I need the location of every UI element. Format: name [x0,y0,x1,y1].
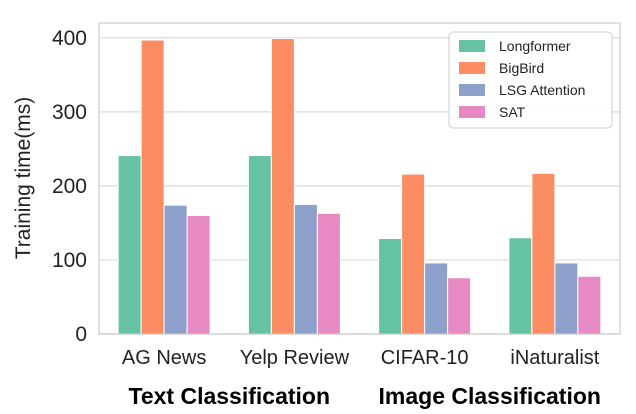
bar-lsg-attention-cifar-10 [424,262,449,335]
plot-frame [98,22,621,335]
bar-lsg-attention-inaturalist [554,262,579,335]
x-tick-label: Yelp Review [240,347,350,369]
bar-longformer-yelp-review [247,155,272,335]
y-tick-label: 400 [52,27,87,50]
y-tick-label: 300 [52,101,87,124]
bar-sat-cifar-10 [447,277,472,335]
x-tick-labels: AG News Yelp Review CIFAR-10 iNaturalist [122,347,600,369]
legend-label: Longformer [499,38,571,54]
bar-longformer-cifar-10 [378,237,403,335]
y-tick-label: 100 [52,249,87,272]
bar-longformer-inaturalist [508,237,533,335]
bar-bigbird-ag-news [140,39,165,335]
x-tick-label: AG News [122,347,206,369]
group-labels: Text Classification Image Classification [128,383,600,409]
legend-label: SAT [499,104,526,120]
group-label: Image Classification [379,383,601,409]
bar-sat-ag-news [186,215,211,335]
bar-longformer-ag-news [117,155,142,335]
bar-bigbird-inaturalist [531,172,556,335]
bar-sat-yelp-review [316,212,341,335]
y-tick-label: 0 [75,323,87,346]
y-tick-labels: 0 100 200 300 400 [52,27,87,346]
legend-label: BigBird [499,60,544,76]
legend-label: LSG Attention [499,82,585,98]
legend-box [448,31,613,129]
legend-swatch [459,40,485,52]
bar-bigbird-cifar-10 [401,173,426,335]
y-tick-label: 200 [52,175,87,198]
y-axis-title: Training time(ms) [12,97,35,260]
bar-bigbird-yelp-review [270,38,295,335]
x-tick-label: iNaturalist [510,347,599,369]
legend-swatch [459,62,485,74]
legend: Longformer BigBird LSG Attention SAT [448,31,613,129]
x-tick-label: CIFAR-10 [381,347,469,369]
group-label: Text Classification [128,383,330,409]
bar-lsg-attention-yelp-review [293,203,318,335]
bar-lsg-attention-ag-news [163,204,188,335]
legend-swatch [459,106,485,118]
bar-sat-inaturalist [577,275,602,335]
legend-swatch [459,84,485,96]
